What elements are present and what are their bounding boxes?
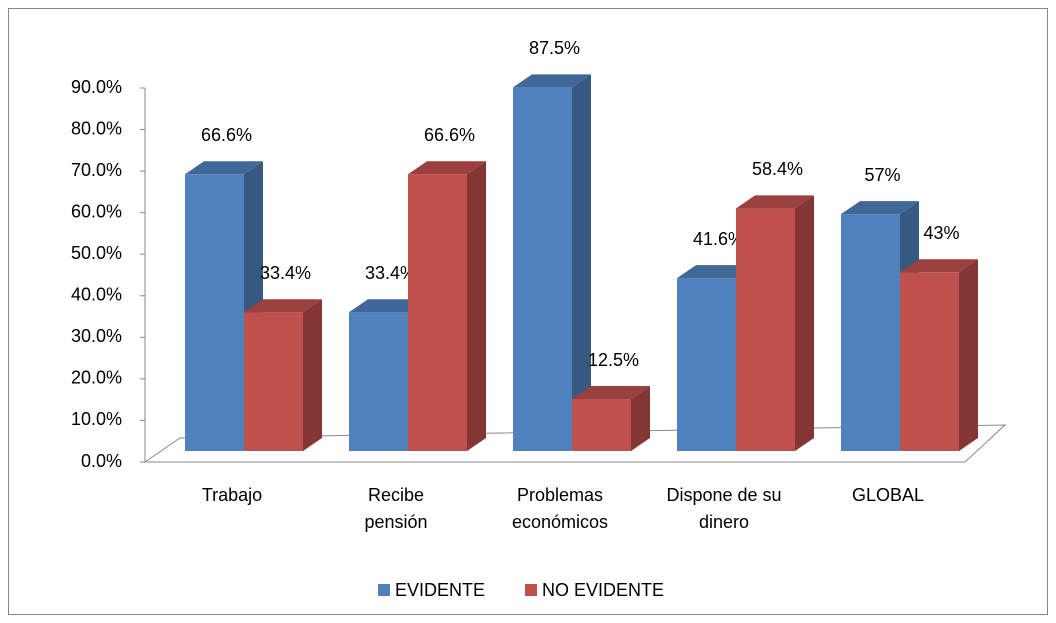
bar-top [900,259,978,273]
bar [572,399,631,451]
bar-top [408,161,486,175]
y-tick-label: 0.0% [81,451,122,471]
bar-top [349,299,427,313]
data-label: 12.5% [588,350,639,370]
bar [841,214,900,451]
x-tick-label: GLOBAL [851,485,925,505]
legend-label: EVIDENTE [395,580,485,600]
y-tick-label: 90.0% [71,77,122,97]
bar-side [959,259,978,451]
y-tick-label: 80.0% [71,118,122,138]
y-tick-label: 60.0% [71,201,122,221]
bar [244,312,303,451]
bar-top [513,74,591,88]
bar-top [841,201,919,215]
x-tick-label: Recibe pensión [364,485,428,532]
data-label: 57% [864,165,900,185]
data-label: 33.4% [260,263,311,283]
bar-side [303,299,322,451]
x-tick-label: Dispone de su dinero [666,485,782,532]
data-label: 41.6% [693,229,744,249]
x-tick-label: Trabajo [201,485,263,505]
bar [677,278,736,451]
bar [513,87,572,451]
data-label: 58.4% [752,159,803,179]
bar [349,312,408,451]
bar [736,208,795,451]
data-label: 87.5% [529,38,580,58]
data-label: 33.4% [365,263,416,283]
y-tick-label: 30.0% [71,326,122,346]
data-label: 43% [923,223,959,243]
legend-swatch [378,584,390,596]
bar [185,174,244,452]
data-label: 66.6% [201,125,252,145]
bar-top [185,161,263,175]
y-tick-label: 20.0% [71,368,122,388]
y-tick-label: 50.0% [71,243,122,263]
y-tick-label: 40.0% [71,285,122,305]
data-label: 66.6% [424,125,475,145]
y-tick-label: 10.0% [71,409,122,429]
bar-top [677,265,755,279]
y-tick-label: 70.0% [71,160,122,180]
bar-side [467,161,486,452]
bar-top [572,386,650,400]
bar-side [631,386,650,451]
x-tick-label: Problemas económicos [511,485,609,532]
bar [408,174,467,452]
legend-swatch [525,584,537,596]
bar-top [736,195,814,209]
bar-top [244,299,322,313]
bar [900,272,959,451]
bar-side [572,74,591,451]
legend-label: NO EVIDENTE [542,580,664,600]
bar-side [795,195,814,451]
